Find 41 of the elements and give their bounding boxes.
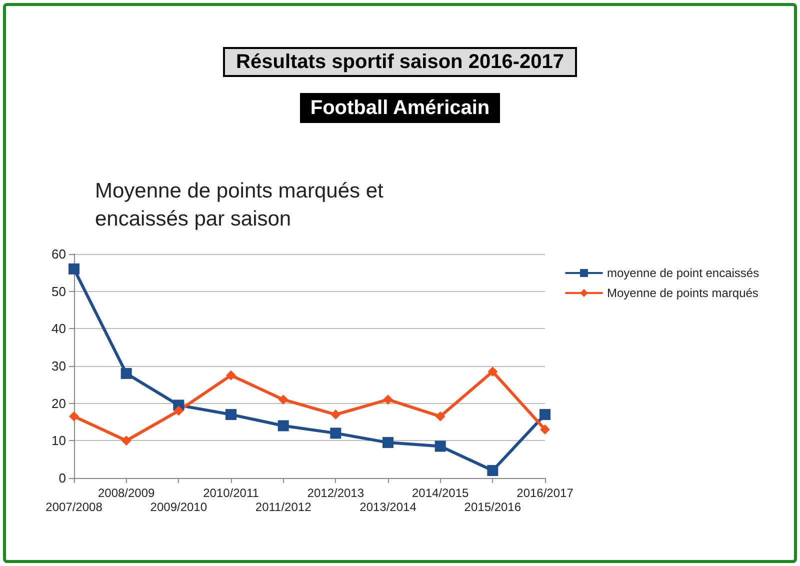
x-tick-label: 2011/2012 [255, 500, 312, 514]
y-tick-label: 40 [52, 321, 66, 336]
point [68, 263, 80, 274]
x-tick-label: 2008/2009 [98, 486, 156, 500]
point [174, 406, 184, 416]
x-tick-label: 2013/2014 [360, 500, 417, 514]
x-tick-label: 2010/2011 [203, 486, 260, 500]
text: Moyenne de points marqués et encaissés par saison [95, 180, 384, 230]
chart-subtitle: Football Américain [310, 97, 490, 119]
y-tick-label: 0 [58, 470, 66, 486]
point [226, 370, 236, 380]
point [330, 428, 342, 439]
point [488, 366, 498, 377]
point [278, 420, 289, 432]
x-tick-label: 2014/2015 [412, 486, 470, 500]
y-tick-label: 10 [52, 433, 66, 448]
y-tick-label: 50 [52, 284, 66, 299]
point [330, 410, 341, 420]
point [540, 409, 550, 420]
x-tick-label: 2009/2010 [150, 500, 208, 514]
x-tick-label: 2015/2016 [464, 500, 522, 514]
x-tick-label: 2016/2017 [516, 486, 574, 500]
legend-label: Moyenne de points marqués [607, 286, 758, 300]
y-tick-label: 30 [52, 358, 66, 374]
x-tick-label: 2012/2013 [307, 486, 364, 500]
point [69, 411, 79, 422]
point [226, 409, 236, 420]
point [487, 465, 498, 476]
chart-title: Résultats sportif saison 2016-2017 [236, 51, 564, 73]
point [382, 437, 394, 448]
legend-label: moyenne de point encaissés [607, 266, 760, 280]
y-tick-label: 20 [52, 396, 66, 411]
point [434, 440, 446, 452]
point [120, 368, 132, 379]
point [383, 394, 393, 405]
point [278, 394, 288, 405]
x-tick-label: 2007/2008 [46, 500, 103, 514]
y-tick-label: 60 [52, 246, 66, 262]
point [540, 424, 550, 434]
point [435, 411, 446, 422]
point [121, 436, 132, 446]
